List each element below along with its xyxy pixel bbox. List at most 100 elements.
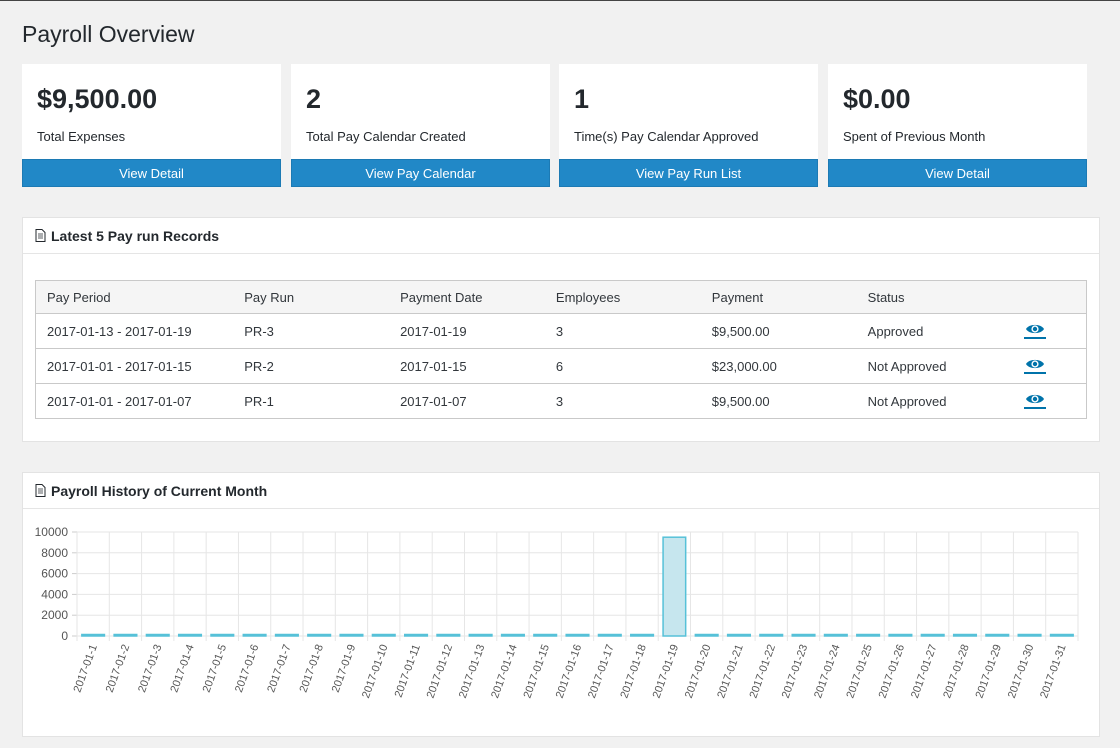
table-header-row: Pay Period Pay Run Payment Date Employee… [35,280,1087,314]
y-tick-label: 2000 [41,608,68,622]
y-tick-label: 6000 [41,567,68,581]
column-header: Employees [544,280,701,314]
bar [1049,633,1074,637]
pay-run-table: Pay Period Pay Run Payment Date Employee… [35,280,1087,419]
bar [920,633,945,637]
status-cell: Not Approved [856,383,1013,419]
column-header: Status [856,280,1013,314]
page-title: Payroll Overview [22,21,195,47]
x-tick-label: 2017-01-3 [136,643,164,694]
view-pay-calendar-button[interactable]: View Pay Calendar [291,159,550,187]
x-tick-label: 2017-01-7 [265,643,293,694]
bar [274,633,299,637]
x-tick-label: 2017-01-13 [457,643,488,700]
view-detail-button[interactable]: View Detail [22,159,281,187]
panel-header: Payroll History of Current Month [23,473,1099,509]
x-tick-label: 2017-01-1 [72,643,100,694]
bar [726,633,752,637]
x-tick-label: 2017-01-10 [360,643,391,700]
card-value: $9,500.00 [37,84,158,114]
eye-icon[interactable] [1023,321,1046,339]
pay-calendar-card: 2 Total Pay Calendar Created View Pay Ca… [291,64,550,187]
bar [694,633,719,637]
x-tick-label: 2017-01-15 [522,643,553,700]
employees-cell: 6 [544,348,701,384]
bar [177,633,203,637]
x-tick-label: 2017-01-9 [330,643,358,694]
column-header: Pay Run [233,280,390,314]
bar [307,633,332,637]
document-icon [35,484,46,497]
view-pay-run-list-button[interactable]: View Pay Run List [559,159,818,187]
previous-month-card: $0.00 Spent of Previous Month View Detai… [828,64,1087,187]
column-header: Payment Date [389,280,545,314]
card-label: Time(s) Pay Calendar Approved [574,129,759,144]
card-value: 1 [574,84,590,114]
bar [145,633,170,637]
bar [468,633,493,637]
payment-date-cell: 2017-01-19 [389,313,545,349]
bar [662,536,687,637]
payment-date-cell: 2017-01-15 [389,348,545,384]
card-value: 2 [306,84,322,114]
eye-icon[interactable] [1023,356,1046,374]
employees-cell: 3 [544,383,701,419]
panel-title: Latest 5 Pay run Records [51,227,220,244]
bar [888,633,913,637]
panel-header: Latest 5 Pay run Records [23,218,1099,254]
actions-cell [1012,313,1087,349]
x-tick-label: 2017-01-26 [877,643,908,700]
bar [597,633,622,637]
bar [371,633,396,637]
status-cell: Approved [856,313,1013,349]
pay-run-cell: PR-3 [233,313,390,349]
bar [339,633,364,637]
x-tick-label: 2017-01-19 [651,643,682,700]
x-tick-label: 2017-01-28 [941,643,972,700]
pay-run-cell: PR-1 [233,383,390,419]
x-tick-label: 2017-01-12 [425,643,456,700]
bar [823,633,848,637]
panel-title: Payroll History of Current Month [51,482,268,499]
summary-cards: $9,500.00 Total Expenses View Detail 2 T… [22,64,1088,187]
card-label: Total Expenses [37,129,126,144]
total-expenses-card: $9,500.00 Total Expenses View Detail [22,64,281,187]
bar [403,633,429,637]
actions-cell [1012,348,1087,384]
y-tick-label: 4000 [41,587,68,601]
payment-cell: $9,500.00 [700,383,857,419]
bar [952,633,978,637]
x-tick-label: 2017-01-23 [780,643,811,700]
x-tick-label: 2017-01-21 [715,643,746,700]
payment-cell: $9,500.00 [700,313,857,349]
payroll-history-panel: Payroll History of Current Month 0 2000 40… [22,472,1100,737]
eye-icon[interactable] [1023,391,1046,409]
payroll-history-chart: 0 2000 4000 6000 8000 10000 2017-01-1 2017-01-2… [23,510,1099,738]
bar [500,633,525,637]
bar [856,633,881,637]
card-label: Total Pay Calendar Created [306,129,466,144]
view-detail-button[interactable]: View Detail [828,159,1087,187]
payment-date-cell: 2017-01-07 [389,383,545,419]
y-tick-label: 10000 [35,525,69,539]
x-tick-label: 2017-01-17 [586,643,617,700]
bar [113,633,138,637]
bar [210,633,235,637]
bar [436,633,461,637]
card-value: $0.00 [843,84,911,114]
payment-cell: $23,000.00 [700,348,857,384]
x-tick-label: 2017-01-29 [974,643,1005,700]
column-header: Payment [700,280,857,314]
y-tick-label: 8000 [41,546,68,560]
actions-cell [1012,383,1087,419]
x-tick-label: 2017-01-30 [1006,643,1037,700]
bar [565,633,590,637]
pay-period-cell: 2017-01-01 - 2017-01-15 [35,348,234,384]
x-tick-label: 2017-01-31 [1038,643,1069,700]
x-tick-label: 2017-01-22 [748,643,779,700]
bar [630,633,655,637]
x-tick-label: 2017-01-11 [393,643,423,699]
table-row: 2017-01-13 - 2017-01-19 PR-3 2017-01-19 … [35,313,1087,349]
bar [759,633,784,637]
